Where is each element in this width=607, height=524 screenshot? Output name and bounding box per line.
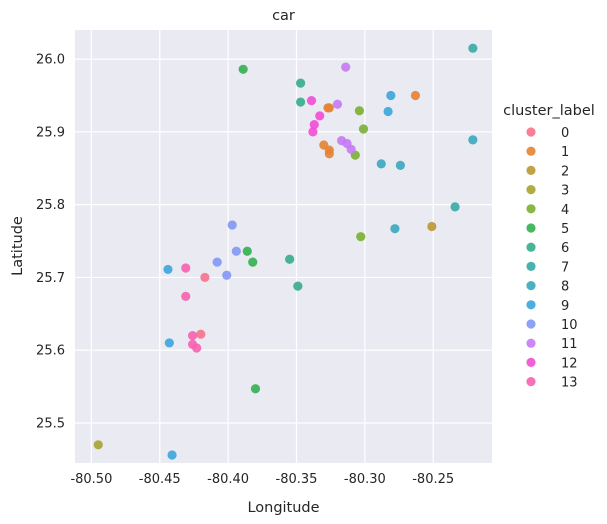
point-cluster-4 [358,124,369,134]
point-cluster-10 [231,246,241,256]
point-cluster-9 [164,338,174,348]
x-tick-label: -80.40 [207,472,249,487]
legend-marker-13 [526,377,536,387]
y-tick-label: 26.0 [36,53,65,68]
point-cluster-8 [390,224,400,234]
legend-marker-7 [526,261,536,271]
legend-title: cluster_label [503,103,595,119]
point-cluster-1 [323,103,333,113]
legend-marker-1 [526,146,536,156]
legend-marker-3 [526,185,536,195]
point-cluster-1 [410,90,421,101]
legend-label-7: 7 [561,260,569,275]
chart-title: car [272,8,295,24]
point-cluster-9 [163,264,173,275]
point-cluster-2 [427,221,437,232]
x-tick-label: -80.30 [344,472,386,487]
point-cluster-4 [354,106,364,116]
point-cluster-5 [242,246,252,256]
point-cluster-0 [196,329,206,339]
legend-label-10: 10 [561,318,578,333]
y-axis-label: Latitude [10,216,26,276]
legend-label-2: 2 [561,164,569,179]
point-cluster-5 [250,384,261,394]
data-points [93,43,478,460]
plot-area [75,30,492,463]
legend-label-0: 0 [561,126,569,141]
point-cluster-13 [192,343,202,353]
point-cluster-13 [181,263,191,273]
point-cluster-9 [167,450,177,460]
point-cluster-12 [309,120,319,130]
y-tick-label: 25.7 [36,271,65,286]
legend-label-13: 13 [561,376,578,391]
point-cluster-13 [187,331,198,341]
point-cluster-7 [450,202,460,212]
point-cluster-8 [468,135,478,145]
legend-marker-9 [526,300,536,310]
point-cluster-7 [468,43,478,53]
point-cluster-10 [222,270,232,280]
legend-label-3: 3 [561,184,569,199]
legend-label-4: 4 [561,203,569,218]
y-tick-label: 25.5 [36,416,65,431]
x-axis-label: Longitude [247,500,319,516]
point-cluster-6 [295,78,306,88]
y-tick-label: 25.8 [36,198,65,213]
point-cluster-5 [248,257,258,267]
legend-label-12: 12 [561,356,578,371]
point-cluster-13 [181,291,191,301]
point-cluster-0 [200,272,210,283]
legend-marker-8 [526,281,536,291]
point-cluster-12 [315,111,325,121]
legend-label-1: 1 [561,145,569,160]
legend-marker-11 [526,338,536,348]
point-cluster-11 [346,144,356,154]
point-cluster-9 [386,90,396,101]
legend-marker-6 [526,242,536,252]
point-cluster-10 [227,220,237,230]
point-cluster-3 [93,440,103,450]
legend-marker-10 [526,319,536,329]
point-cluster-10 [212,257,222,267]
point-cluster-8 [376,159,386,169]
point-cluster-12 [308,127,318,137]
legend-label-6: 6 [561,241,569,256]
x-tick-labels: -80.50 -80.45 -80.40 -80.35 -80.30 -80.25 [70,472,454,487]
point-cluster-11 [332,99,343,109]
point-cluster-11 [341,62,351,72]
x-tick-label: -80.45 [139,472,181,487]
y-tick-label: 25.9 [36,125,65,140]
point-cluster-4 [356,232,366,242]
legend-label-8: 8 [561,280,569,295]
legend-marker-2 [526,165,536,175]
point-cluster-9 [383,106,393,117]
x-tick-label: -80.35 [276,472,318,487]
legend-label-11: 11 [561,337,578,352]
legend-label-5: 5 [561,222,569,237]
point-cluster-6 [293,281,303,291]
point-cluster-5 [238,64,248,74]
y-tick-labels: 25.5 25.6 25.7 25.8 25.9 26.0 [36,53,65,432]
point-cluster-8 [395,160,405,170]
point-cluster-1 [324,149,334,159]
legend-marker-12 [526,357,536,367]
legend-marker-4 [526,204,536,214]
legend-label-9: 9 [561,299,569,314]
legend-marker-0 [526,127,536,137]
point-cluster-6 [295,97,306,107]
grid-lines [75,30,492,463]
x-tick-label: -80.25 [412,472,454,487]
y-tick-label: 25.6 [36,344,65,359]
x-tick-label: -80.50 [70,472,112,487]
point-cluster-12 [306,95,317,106]
point-cluster-6 [285,254,295,264]
legend-marker-5 [526,223,536,233]
